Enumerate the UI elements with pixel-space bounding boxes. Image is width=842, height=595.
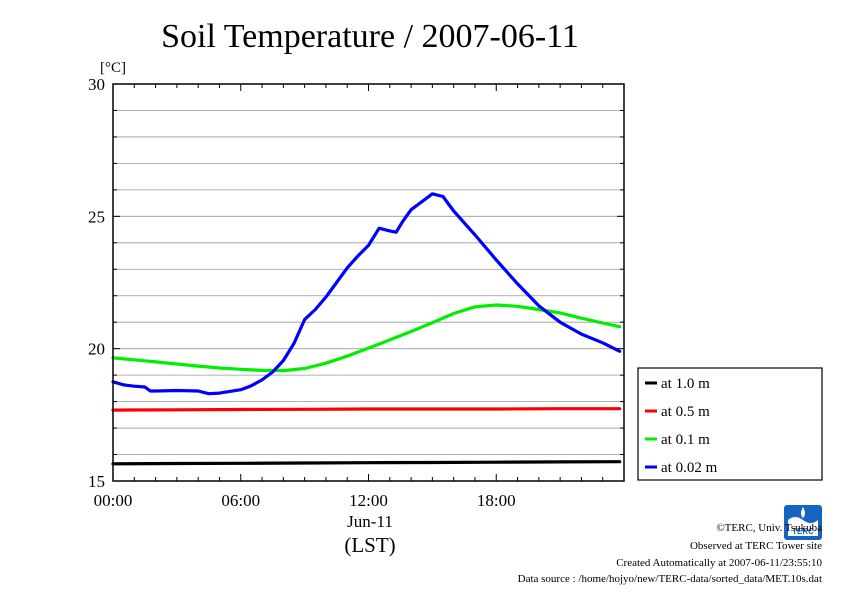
axis-ticks xyxy=(112,83,625,482)
x-tick-label: 00:00 xyxy=(94,491,133,510)
y-tick-label: 15 xyxy=(88,472,105,491)
data-series xyxy=(111,192,622,466)
observed-text: Observed at TERC Tower site xyxy=(690,540,822,552)
wave-icon xyxy=(788,517,818,536)
legend-label: at 0.02 m xyxy=(661,460,718,476)
x-tick-label: 06:00 xyxy=(221,491,260,510)
drop-icon xyxy=(801,507,805,518)
created-text: Created Automatically at 2007-06-11/23:5… xyxy=(616,557,822,569)
legend: at 1.0 m at 0.5 m at 0.1 m at 0.02 m xyxy=(637,367,823,481)
series-line xyxy=(111,303,622,373)
legend-label: at 1.0 m xyxy=(661,376,710,392)
x-tick-labels: 00:00 06:00 12:00 18:00 xyxy=(94,491,516,510)
y-tick-label: 25 xyxy=(88,207,105,226)
series-line xyxy=(111,460,622,466)
plot-frame xyxy=(112,83,625,482)
y-tick-label: 20 xyxy=(88,340,105,359)
y-axis-unit-label: [°C] xyxy=(100,60,126,76)
terc-logo: TERC xyxy=(784,505,822,540)
x-tick-label: 12:00 xyxy=(349,491,388,510)
legend-label: at 0.1 m xyxy=(661,432,710,448)
series-line xyxy=(111,192,622,396)
x-axis-label: (LST) xyxy=(344,533,395,557)
chart-title: Soil Temperature / 2007-06-11 xyxy=(161,18,579,55)
grid-lines xyxy=(113,110,624,455)
legend-label: at 0.5 m xyxy=(661,404,710,420)
legend-box xyxy=(637,367,823,481)
y-tick-label: 30 xyxy=(88,75,105,94)
terc-logo-text: TERC xyxy=(792,527,814,536)
x-date-label: Jun-11 xyxy=(347,512,393,531)
x-tick-label: 18:00 xyxy=(477,491,516,510)
series-line xyxy=(111,407,622,412)
copyright-text: ©TERC, Univ. Tsukuba xyxy=(716,522,822,534)
data-source-text: Data source : /home/hojyo/new/TERC-data/… xyxy=(518,573,822,585)
y-tick-labels: 15 20 25 30 xyxy=(88,75,105,491)
